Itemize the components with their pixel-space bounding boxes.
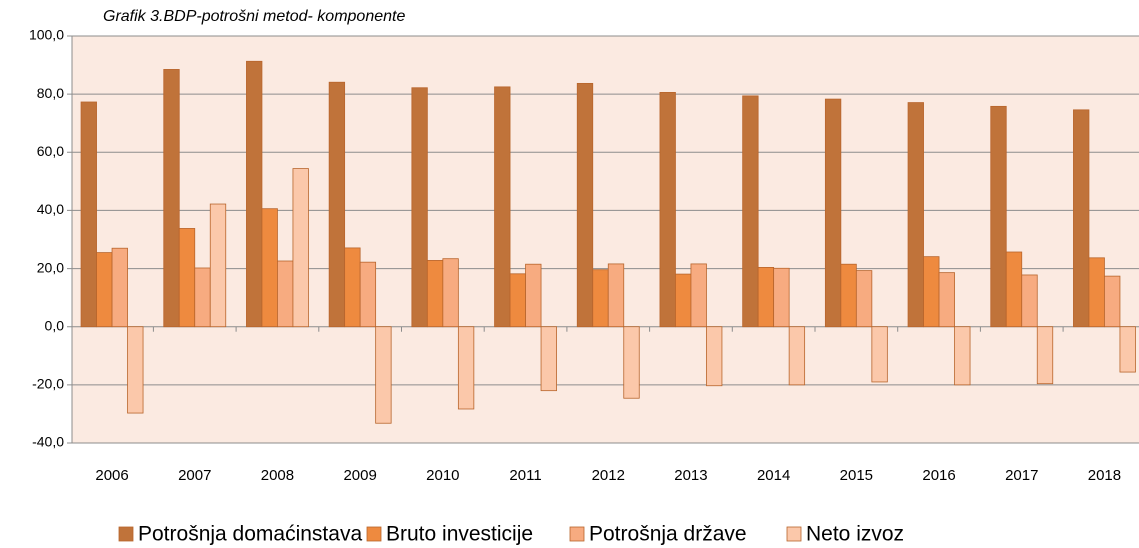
bar — [194, 267, 211, 328]
bar — [907, 102, 924, 328]
y-tick-label: 80,0 — [37, 85, 64, 101]
x-tick-label: 2011 — [509, 467, 541, 484]
y-tick-label: 100,0 — [29, 27, 64, 43]
bar — [923, 256, 940, 328]
legend-label: Potrošnja domaćinstava — [138, 523, 362, 546]
x-tick-label: 2018 — [1088, 467, 1121, 484]
bar — [494, 86, 511, 328]
bar — [690, 263, 707, 328]
bar — [773, 267, 790, 328]
bar — [209, 203, 227, 328]
x-tick-label: 2014 — [757, 467, 790, 484]
bar — [675, 273, 692, 328]
bar — [344, 247, 361, 328]
x-tick-label: 2008 — [261, 467, 294, 484]
bar — [788, 326, 806, 386]
bar — [178, 228, 196, 328]
bar — [1036, 326, 1054, 385]
y-tick-label: -20,0 — [32, 376, 64, 392]
bar — [525, 263, 542, 328]
bar — [80, 101, 97, 328]
bar — [359, 261, 377, 328]
bar — [328, 81, 346, 328]
bar — [1021, 274, 1038, 328]
bar — [246, 60, 263, 328]
bar — [576, 82, 594, 328]
bar — [1005, 251, 1023, 328]
bar — [824, 98, 842, 328]
bar — [706, 326, 723, 387]
x-tick-label: 2010 — [426, 467, 459, 484]
legend-label: Neto izvoz — [806, 523, 904, 546]
y-tick-label: 40,0 — [37, 201, 64, 217]
bar — [509, 273, 526, 328]
bar — [426, 260, 444, 328]
x-tick-label: 2015 — [840, 467, 873, 484]
bar — [96, 252, 113, 328]
x-tick-label: 2006 — [95, 467, 128, 484]
x-tick-label: 2007 — [178, 467, 211, 484]
legend-label: Bruto investicije — [386, 523, 533, 546]
y-tick-label: 20,0 — [37, 259, 64, 275]
legend-swatch — [569, 526, 585, 542]
x-tick-label: 2013 — [674, 467, 707, 484]
bar — [540, 326, 557, 392]
bar — [442, 258, 459, 328]
x-tick-label: 2012 — [592, 467, 625, 484]
x-tick-label: 2009 — [343, 467, 376, 484]
bar — [990, 105, 1007, 328]
x-tick-label: 2017 — [1005, 467, 1038, 484]
bar — [1073, 109, 1090, 328]
y-tick-label: 60,0 — [37, 143, 64, 159]
bar — [659, 91, 676, 328]
bar — [411, 87, 428, 328]
chart-title: Grafik 3.BDP-potrošni metod- komponente — [103, 8, 405, 25]
bar — [757, 267, 775, 328]
bar — [742, 95, 759, 328]
bar — [855, 270, 873, 328]
bar — [261, 208, 278, 328]
legend-label: Potrošnja države — [589, 523, 747, 546]
bar — [375, 326, 392, 424]
y-tick-label: 0,0 — [45, 317, 65, 333]
bar — [1104, 275, 1121, 328]
bar — [840, 263, 857, 328]
bar — [623, 326, 640, 399]
bar — [111, 247, 128, 328]
bar — [1119, 326, 1136, 373]
y-tick-label: -40,0 — [32, 434, 64, 450]
plot-area — [72, 36, 1139, 443]
x-tick-label: 2016 — [922, 467, 955, 484]
bar — [163, 69, 180, 328]
legend-swatch — [118, 526, 134, 542]
bar — [1088, 257, 1105, 328]
bar — [954, 326, 971, 386]
bar — [592, 269, 609, 328]
bar — [127, 326, 144, 414]
legend-swatch — [366, 526, 382, 542]
bar — [938, 272, 955, 328]
bar — [607, 263, 625, 328]
bar — [277, 260, 294, 328]
bar — [871, 326, 888, 383]
bar — [292, 168, 309, 328]
legend-swatch — [786, 526, 802, 542]
bar — [457, 326, 475, 410]
